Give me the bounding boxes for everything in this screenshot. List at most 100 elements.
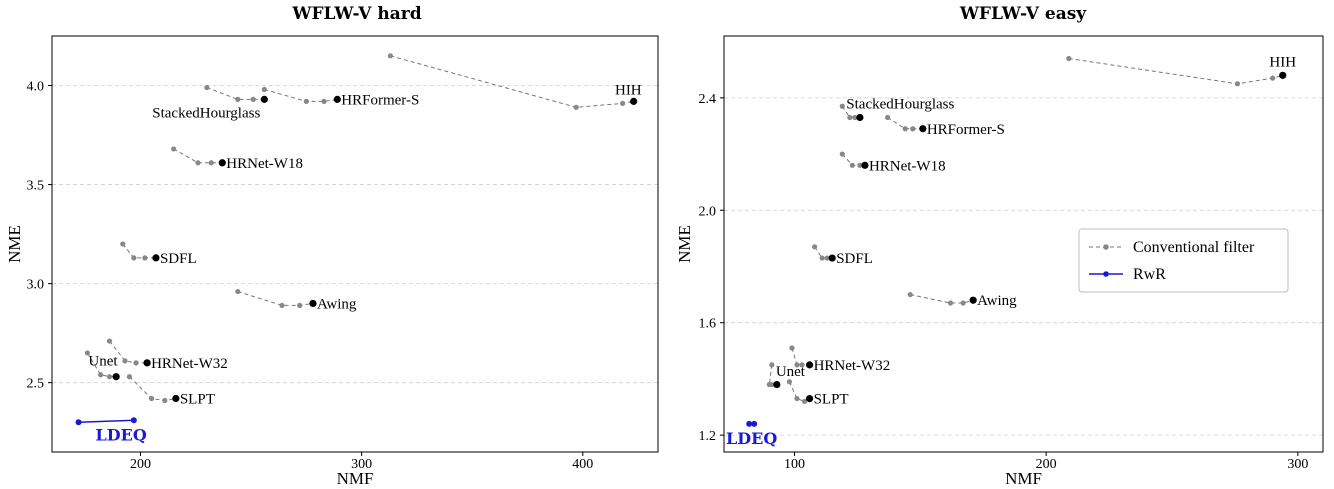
legend-entry-label: Conventional filter xyxy=(1133,239,1255,256)
y-tick-label: 1.2 xyxy=(699,429,717,444)
point-label-hrformer-s: HRFormer-S xyxy=(927,122,1005,138)
point-label-hrnet-w32: HRNet-W32 xyxy=(151,356,228,372)
final-data-point xyxy=(805,361,814,369)
final-data-point xyxy=(260,95,268,103)
point-label-awing: Awing xyxy=(317,296,357,312)
final-data-point xyxy=(773,380,781,389)
y-tick-label: 3.5 xyxy=(27,179,45,194)
data-point xyxy=(131,255,137,261)
data-point xyxy=(126,374,133,380)
series-unet: Unet xyxy=(766,362,806,389)
point-label-sdfl: SDFL xyxy=(836,251,873,267)
data-point xyxy=(769,362,775,368)
y-tick-label: 3.0 xyxy=(27,278,45,293)
series-line xyxy=(264,89,338,102)
final-data-point xyxy=(218,159,226,167)
data-point xyxy=(839,103,845,109)
point-label-hrnet-w32: HRNet-W32 xyxy=(814,358,891,374)
final-data-point xyxy=(630,97,638,105)
series-hrnet-w18: HRNet-W18 xyxy=(839,151,946,174)
point-label-slpt: SLPT xyxy=(814,392,849,408)
data-point xyxy=(75,419,82,426)
final-data-point xyxy=(152,254,160,262)
series-line xyxy=(1068,57,1283,85)
point-label-hrformer-s: HRFormer-S xyxy=(341,92,419,108)
point-label-slpt: SLPT xyxy=(180,392,215,408)
series-hrformer-s: HRFormer-S xyxy=(261,86,419,108)
data-point xyxy=(84,350,90,356)
data-point xyxy=(387,53,393,59)
data-point xyxy=(250,96,256,102)
final-data-point xyxy=(861,161,869,169)
data-point xyxy=(849,162,855,168)
data-point xyxy=(812,244,818,250)
series-line xyxy=(910,294,974,304)
final-data-point xyxy=(856,113,864,122)
chart-title: WFLW-V easy xyxy=(959,4,1087,24)
data-point xyxy=(847,114,853,121)
series-line xyxy=(237,291,314,306)
series-hih: HIH xyxy=(387,53,642,110)
data-point xyxy=(786,379,793,385)
data-point xyxy=(794,395,800,402)
final-data-point xyxy=(112,373,120,381)
data-point xyxy=(907,291,913,298)
series-stackedhourglass: StackedHourglass xyxy=(152,84,268,121)
final-data-point xyxy=(828,254,836,262)
data-point xyxy=(235,288,241,295)
point-label-unet: Unet xyxy=(88,354,118,370)
series-hrnet-w18: HRNet-W18 xyxy=(171,146,303,172)
data-point xyxy=(801,398,808,405)
series-awing: Awing xyxy=(907,291,1017,309)
data-point xyxy=(171,146,177,152)
series-awing: Awing xyxy=(235,288,357,312)
data-point xyxy=(204,84,210,91)
series-line xyxy=(173,148,223,164)
series-stackedhourglass: StackedHourglass xyxy=(839,96,954,122)
series-sdfl: SDFL xyxy=(120,241,197,267)
data-point xyxy=(852,114,858,121)
series-line xyxy=(841,153,865,166)
data-point xyxy=(1270,75,1276,81)
data-point xyxy=(947,300,954,306)
series-line xyxy=(791,347,810,366)
x-tick-label: 300 xyxy=(1287,457,1308,472)
data-point xyxy=(573,104,579,110)
y-tick-label: 2.5 xyxy=(27,377,45,392)
series-hrformer-s: HRFormer-S xyxy=(884,114,1005,138)
final-data-point xyxy=(805,394,814,403)
data-point xyxy=(148,395,155,402)
final-data-point xyxy=(143,359,151,367)
legend-swatch-marker xyxy=(1103,271,1109,277)
point-label-hih: HIH xyxy=(615,82,642,98)
series-line xyxy=(129,376,176,402)
point-label-stackedhourglass: StackedHourglass xyxy=(846,96,954,112)
series-line xyxy=(887,117,923,130)
series-hrnet-w32: HRNet-W32 xyxy=(106,338,228,372)
data-point xyxy=(279,302,285,309)
series-line xyxy=(206,87,265,100)
x-axis-label: NMF xyxy=(337,469,374,488)
data-point xyxy=(106,374,113,380)
y-tick-label: 1.6 xyxy=(699,317,717,332)
y-tick-label: 2.0 xyxy=(699,204,717,219)
data-point xyxy=(819,255,825,261)
series-ldeq: LDEQ xyxy=(75,417,147,444)
data-point xyxy=(960,300,966,306)
final-data-point xyxy=(333,95,341,103)
series-unet: Unet xyxy=(84,350,120,381)
data-point xyxy=(162,397,168,404)
series-line xyxy=(78,419,134,424)
series-line xyxy=(390,55,634,108)
series-line xyxy=(109,340,148,364)
point-label-stackedhourglass: StackedHourglass xyxy=(152,105,260,121)
point-label-awing: Awing xyxy=(977,293,1017,309)
point-label-unet: Unet xyxy=(776,364,806,380)
series-hih: HIH xyxy=(1066,54,1296,87)
data-point xyxy=(824,255,830,261)
chart-panel-2: 1.2 1.6 2.0 2.4 100 200 300 WFLW-V easy NMF NME HI… xyxy=(675,4,1324,488)
x-tick-label: 200 xyxy=(130,457,151,472)
data-point xyxy=(1066,55,1072,62)
final-data-point xyxy=(969,296,977,304)
data-point xyxy=(751,420,758,427)
